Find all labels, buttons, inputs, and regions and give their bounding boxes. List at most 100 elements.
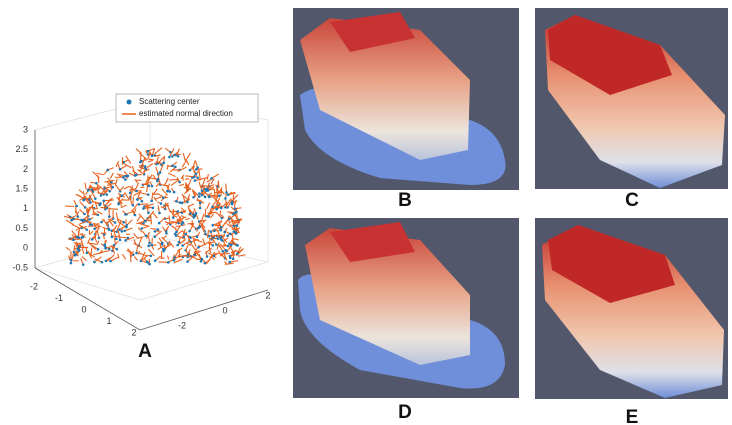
- scatter-point: [154, 259, 157, 262]
- normal-arrow: [105, 180, 115, 182]
- scatter-point: [124, 213, 127, 216]
- normal-arrow: [233, 239, 238, 240]
- y-tick-label: -2: [178, 320, 186, 330]
- scatter-point: [100, 221, 103, 224]
- scatter-point: [167, 261, 170, 264]
- scatter-point: [186, 201, 189, 204]
- normal-arrow: [90, 231, 93, 234]
- scatter-point: [144, 220, 147, 223]
- normal-arrow: [134, 233, 139, 239]
- scatter-point: [233, 225, 236, 228]
- scatter-point: [204, 233, 207, 236]
- scatter-point: [215, 208, 218, 211]
- normal-arrow: [120, 186, 124, 191]
- scatter-point: [178, 241, 181, 244]
- scatter-point: [82, 263, 85, 266]
- scatter-point: [116, 248, 119, 251]
- scatter-point: [175, 200, 178, 203]
- x-tick-label: 0: [81, 304, 86, 314]
- normal-arrow: [93, 208, 98, 209]
- normal-arrow: [160, 258, 164, 259]
- normal-arrow: [168, 173, 175, 177]
- normal-arrow: [139, 237, 142, 245]
- panel-label: E: [626, 407, 639, 425]
- scatter-point: [220, 226, 223, 229]
- scatter-point: [236, 244, 239, 247]
- normal-arrow: [136, 149, 141, 153]
- y-tick-label: 2: [265, 290, 270, 300]
- scatter-point: [195, 168, 198, 171]
- normal-arrow: [222, 221, 227, 227]
- scatter-point: [199, 202, 202, 205]
- normal-arrow: [207, 203, 210, 209]
- scatter-point: [125, 226, 128, 229]
- scatter-point: [88, 218, 91, 221]
- normal-arrow: [92, 214, 97, 215]
- scatter-point: [100, 194, 103, 197]
- scatter-point: [151, 155, 154, 158]
- scatter-point: [195, 173, 198, 176]
- scatter-point: [223, 231, 226, 234]
- normal-arrow: [124, 186, 130, 189]
- scatter-point: [228, 218, 231, 221]
- normal-arrow: [169, 179, 179, 180]
- z-tick-label: 2: [23, 164, 28, 174]
- normal-arrow: [66, 247, 70, 250]
- scatter-point: [193, 253, 196, 256]
- scatter-point: [232, 257, 235, 260]
- scatter-point: [115, 230, 118, 233]
- scatter-point: [189, 169, 192, 172]
- scatter-point: [210, 177, 213, 180]
- scatter-point: [224, 197, 227, 200]
- scatter-point: [175, 231, 178, 234]
- scatter-point: [171, 155, 174, 158]
- normal-arrow: [85, 183, 86, 190]
- normal-arrow: [122, 254, 125, 259]
- scatter-point: [166, 190, 169, 193]
- normal-arrow: [205, 209, 206, 217]
- scatter-point: [120, 230, 123, 233]
- scatter-point: [150, 200, 153, 203]
- x-tick-label: 2: [131, 327, 136, 337]
- scatter-point: [211, 224, 214, 227]
- scatter-point: [229, 233, 232, 236]
- panel-e: E: [535, 218, 728, 425]
- scatter-point: [107, 227, 110, 230]
- legend-marker: [127, 100, 132, 105]
- scatter-point: [73, 251, 76, 254]
- z-tick-label: -0.5: [12, 262, 28, 272]
- scatter-point: [122, 176, 125, 179]
- normal-arrow: [118, 231, 120, 240]
- normal-arrow: [116, 213, 117, 219]
- scatter-point: [220, 238, 223, 241]
- normal-arrow: [82, 248, 84, 253]
- scatter-point: [77, 248, 80, 251]
- scatter-point: [119, 239, 122, 242]
- scatter-point: [98, 204, 101, 207]
- scatter-point: [235, 211, 238, 214]
- scatter-point: [149, 255, 152, 258]
- scatter-point: [212, 244, 215, 247]
- scatter-point: [115, 238, 118, 241]
- scatter-point: [222, 250, 225, 253]
- panel-label: A: [138, 341, 152, 362]
- scatter-point: [181, 244, 184, 247]
- scatter-point: [193, 176, 196, 179]
- scatter-point: [213, 229, 216, 232]
- normal-arrow: [169, 241, 174, 247]
- scatter-point: [192, 196, 195, 199]
- y-tick-label: 0: [222, 305, 227, 315]
- scatter-point: [177, 155, 180, 158]
- scatter-point: [154, 230, 157, 233]
- scatter-point: [136, 198, 139, 201]
- scatter-point: [151, 244, 154, 247]
- scatter-point: [152, 207, 155, 210]
- scatter-point: [219, 236, 222, 239]
- scatter-point: [127, 175, 130, 178]
- scatter-point: [176, 244, 179, 247]
- panel-label: C: [625, 190, 639, 211]
- scatter-point: [196, 177, 199, 180]
- scatter-point: [111, 236, 114, 239]
- normal-arrow: [176, 225, 185, 227]
- scatter-point: [198, 192, 201, 195]
